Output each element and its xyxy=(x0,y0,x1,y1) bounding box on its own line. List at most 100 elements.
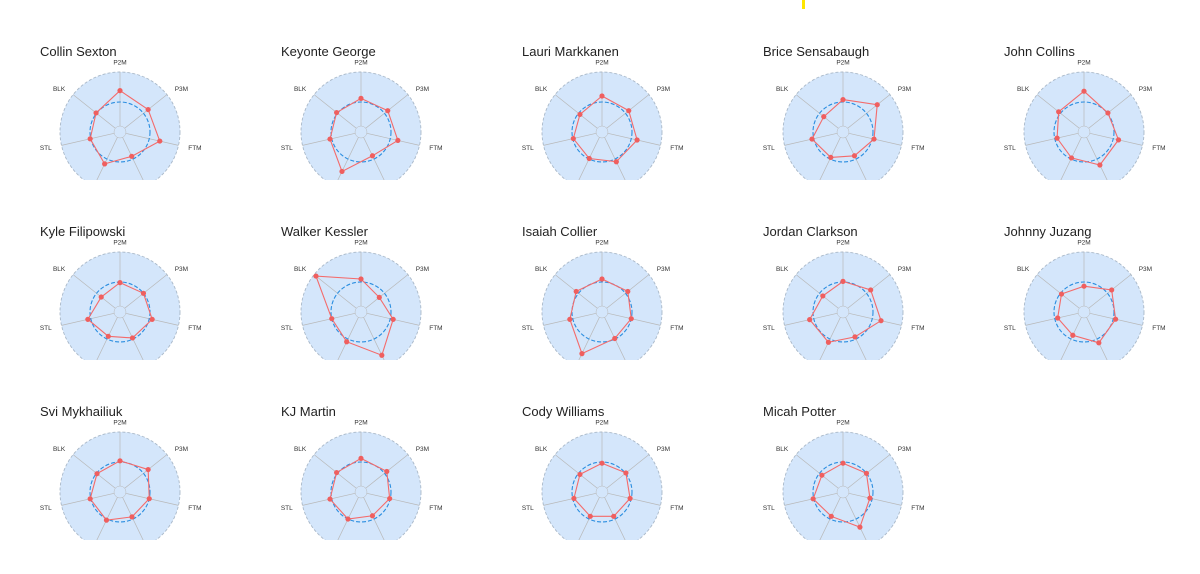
stat-point-ast xyxy=(339,168,345,175)
radar-spoke xyxy=(122,137,144,180)
axis-label-ftm: FTM xyxy=(429,145,442,152)
axis-label-ftm: FTM xyxy=(670,325,683,332)
axis-label-blk: BLK xyxy=(1017,266,1030,273)
stat-point-blk xyxy=(334,109,340,116)
axis-label-blk: BLK xyxy=(53,86,66,93)
stat-point-ast xyxy=(586,155,592,162)
stat-point-reb xyxy=(852,334,858,340)
radar-spoke xyxy=(578,317,600,360)
stat-point-p3m xyxy=(868,287,874,293)
stat-point-ast xyxy=(102,161,108,167)
radar-panel: P2MP3MFTMREBASTSTLBLKBrice Sensabaugh xyxy=(723,0,963,180)
stat-point-p3m xyxy=(625,288,631,295)
radar-spoke xyxy=(122,317,144,360)
stat-point-reb xyxy=(851,153,858,159)
stat-point-stl xyxy=(1054,135,1060,141)
stat-point-ast xyxy=(105,333,111,339)
radar-panel: P2MP3MFTMREBASTSTLBLKCody Williams xyxy=(482,360,722,540)
stat-point-blk xyxy=(334,469,340,476)
axis-label-p3m: P3M xyxy=(898,446,911,453)
stat-point-ast xyxy=(828,513,834,519)
stat-point-stl xyxy=(567,316,573,322)
axis-label-blk: BLK xyxy=(53,266,66,273)
radar-spoke xyxy=(845,497,867,540)
radar-spoke xyxy=(1025,132,1079,146)
axis-label-ftm: FTM xyxy=(429,505,442,512)
axis-label-ftm: FTM xyxy=(911,145,924,152)
radar-spoke xyxy=(578,497,600,540)
axis-label-p2m: P2M xyxy=(595,60,608,67)
radar-spoke xyxy=(847,94,891,129)
yellow-accent-mark xyxy=(802,0,805,9)
stat-point-ftm xyxy=(1112,316,1119,322)
player-name: Walker Kessler xyxy=(281,224,368,239)
radar-chart: P2MP3MFTMREBASTSTLBLK xyxy=(763,60,925,180)
radar-spoke xyxy=(124,94,168,129)
axis-label-p3m: P3M xyxy=(175,266,188,273)
radar-chart: P2MP3MFTMREBASTSTLBLK xyxy=(281,60,443,180)
stat-point-reb xyxy=(369,153,376,159)
radar-spoke xyxy=(554,454,598,489)
stat-point-p2m xyxy=(1081,283,1087,289)
radar-chart: P2MP3MFTMREBASTSTLBLK xyxy=(522,420,684,540)
axis-label-p2m: P2M xyxy=(113,60,126,67)
axis-label-blk: BLK xyxy=(535,266,548,273)
stat-point-p3m xyxy=(385,108,391,114)
player-name: Jordan Clarkson xyxy=(763,224,858,239)
axis-label-blk: BLK xyxy=(53,446,66,453)
stat-point-p3m xyxy=(863,470,870,476)
axis-label-p3m: P3M xyxy=(416,86,429,93)
axis-label-blk: BLK xyxy=(776,86,789,93)
stat-point-reb xyxy=(379,352,385,358)
radar-reference-ring xyxy=(330,461,392,523)
radar-spoke xyxy=(363,317,385,360)
axis-label-stl: STL xyxy=(522,145,534,152)
radar-center-circle xyxy=(836,125,850,139)
radar-spoke xyxy=(124,274,168,309)
radar-spoke xyxy=(72,454,116,489)
stat-point-ftm xyxy=(395,137,401,144)
radar-spoke xyxy=(607,492,661,506)
stat-point-reb xyxy=(129,153,135,159)
axis-label-stl: STL xyxy=(281,145,293,152)
radar-spoke xyxy=(604,497,626,540)
stat-point-p3m xyxy=(1105,110,1111,116)
stat-point-p3m xyxy=(384,468,390,475)
radar-spoke xyxy=(124,454,168,489)
stat-point-reb xyxy=(612,335,618,342)
radar-spoke xyxy=(554,94,598,129)
axis-label-p2m: P2M xyxy=(595,240,608,247)
radar-chart: P2MP3MFTMREBASTSTLBLK xyxy=(40,60,202,180)
radar-spoke xyxy=(337,497,359,540)
stat-point-reb xyxy=(1096,340,1102,346)
stat-point-ftm xyxy=(387,495,393,502)
radar-spoke xyxy=(795,454,839,489)
axis-label-p3m: P3M xyxy=(1139,86,1152,93)
axis-label-p3m: P3M xyxy=(175,86,188,93)
axis-label-p3m: P3M xyxy=(416,266,429,273)
radar-panel: P2MP3MFTMREBASTSTLBLKJohnny Juzang xyxy=(964,180,1200,360)
stat-point-ast xyxy=(828,154,834,161)
axis-label-ftm: FTM xyxy=(911,505,924,512)
stat-point-ast xyxy=(103,517,110,523)
radar-center-circle xyxy=(1077,125,1091,139)
player-stat-line xyxy=(812,462,871,528)
axis-label-ftm: FTM xyxy=(429,325,442,332)
radar-spoke xyxy=(122,497,144,540)
radar-center-circle xyxy=(354,305,368,319)
radar-reference-ring xyxy=(1053,101,1115,163)
radar-panel: P2MP3MFTMREBASTSTLBLKSvi Mykhailiuk xyxy=(0,360,240,540)
stat-point-ast xyxy=(579,351,585,357)
axis-label-p3m: P3M xyxy=(175,446,188,453)
radar-chart: P2MP3MFTMREBASTSTLBLK xyxy=(281,420,443,540)
radar-spoke xyxy=(1036,274,1080,309)
axis-label-p2m: P2M xyxy=(836,420,849,427)
axis-label-stl: STL xyxy=(40,325,52,332)
radar-panel: P2MP3MFTMREBASTSTLBLKMicah Potter xyxy=(723,360,963,540)
player-name: Cody Williams xyxy=(522,404,605,419)
stat-point-stl xyxy=(570,135,576,142)
stat-point-stl xyxy=(1055,315,1061,321)
radar-spoke xyxy=(607,132,661,146)
radar-spoke xyxy=(819,137,841,180)
axis-label-blk: BLK xyxy=(535,86,548,93)
